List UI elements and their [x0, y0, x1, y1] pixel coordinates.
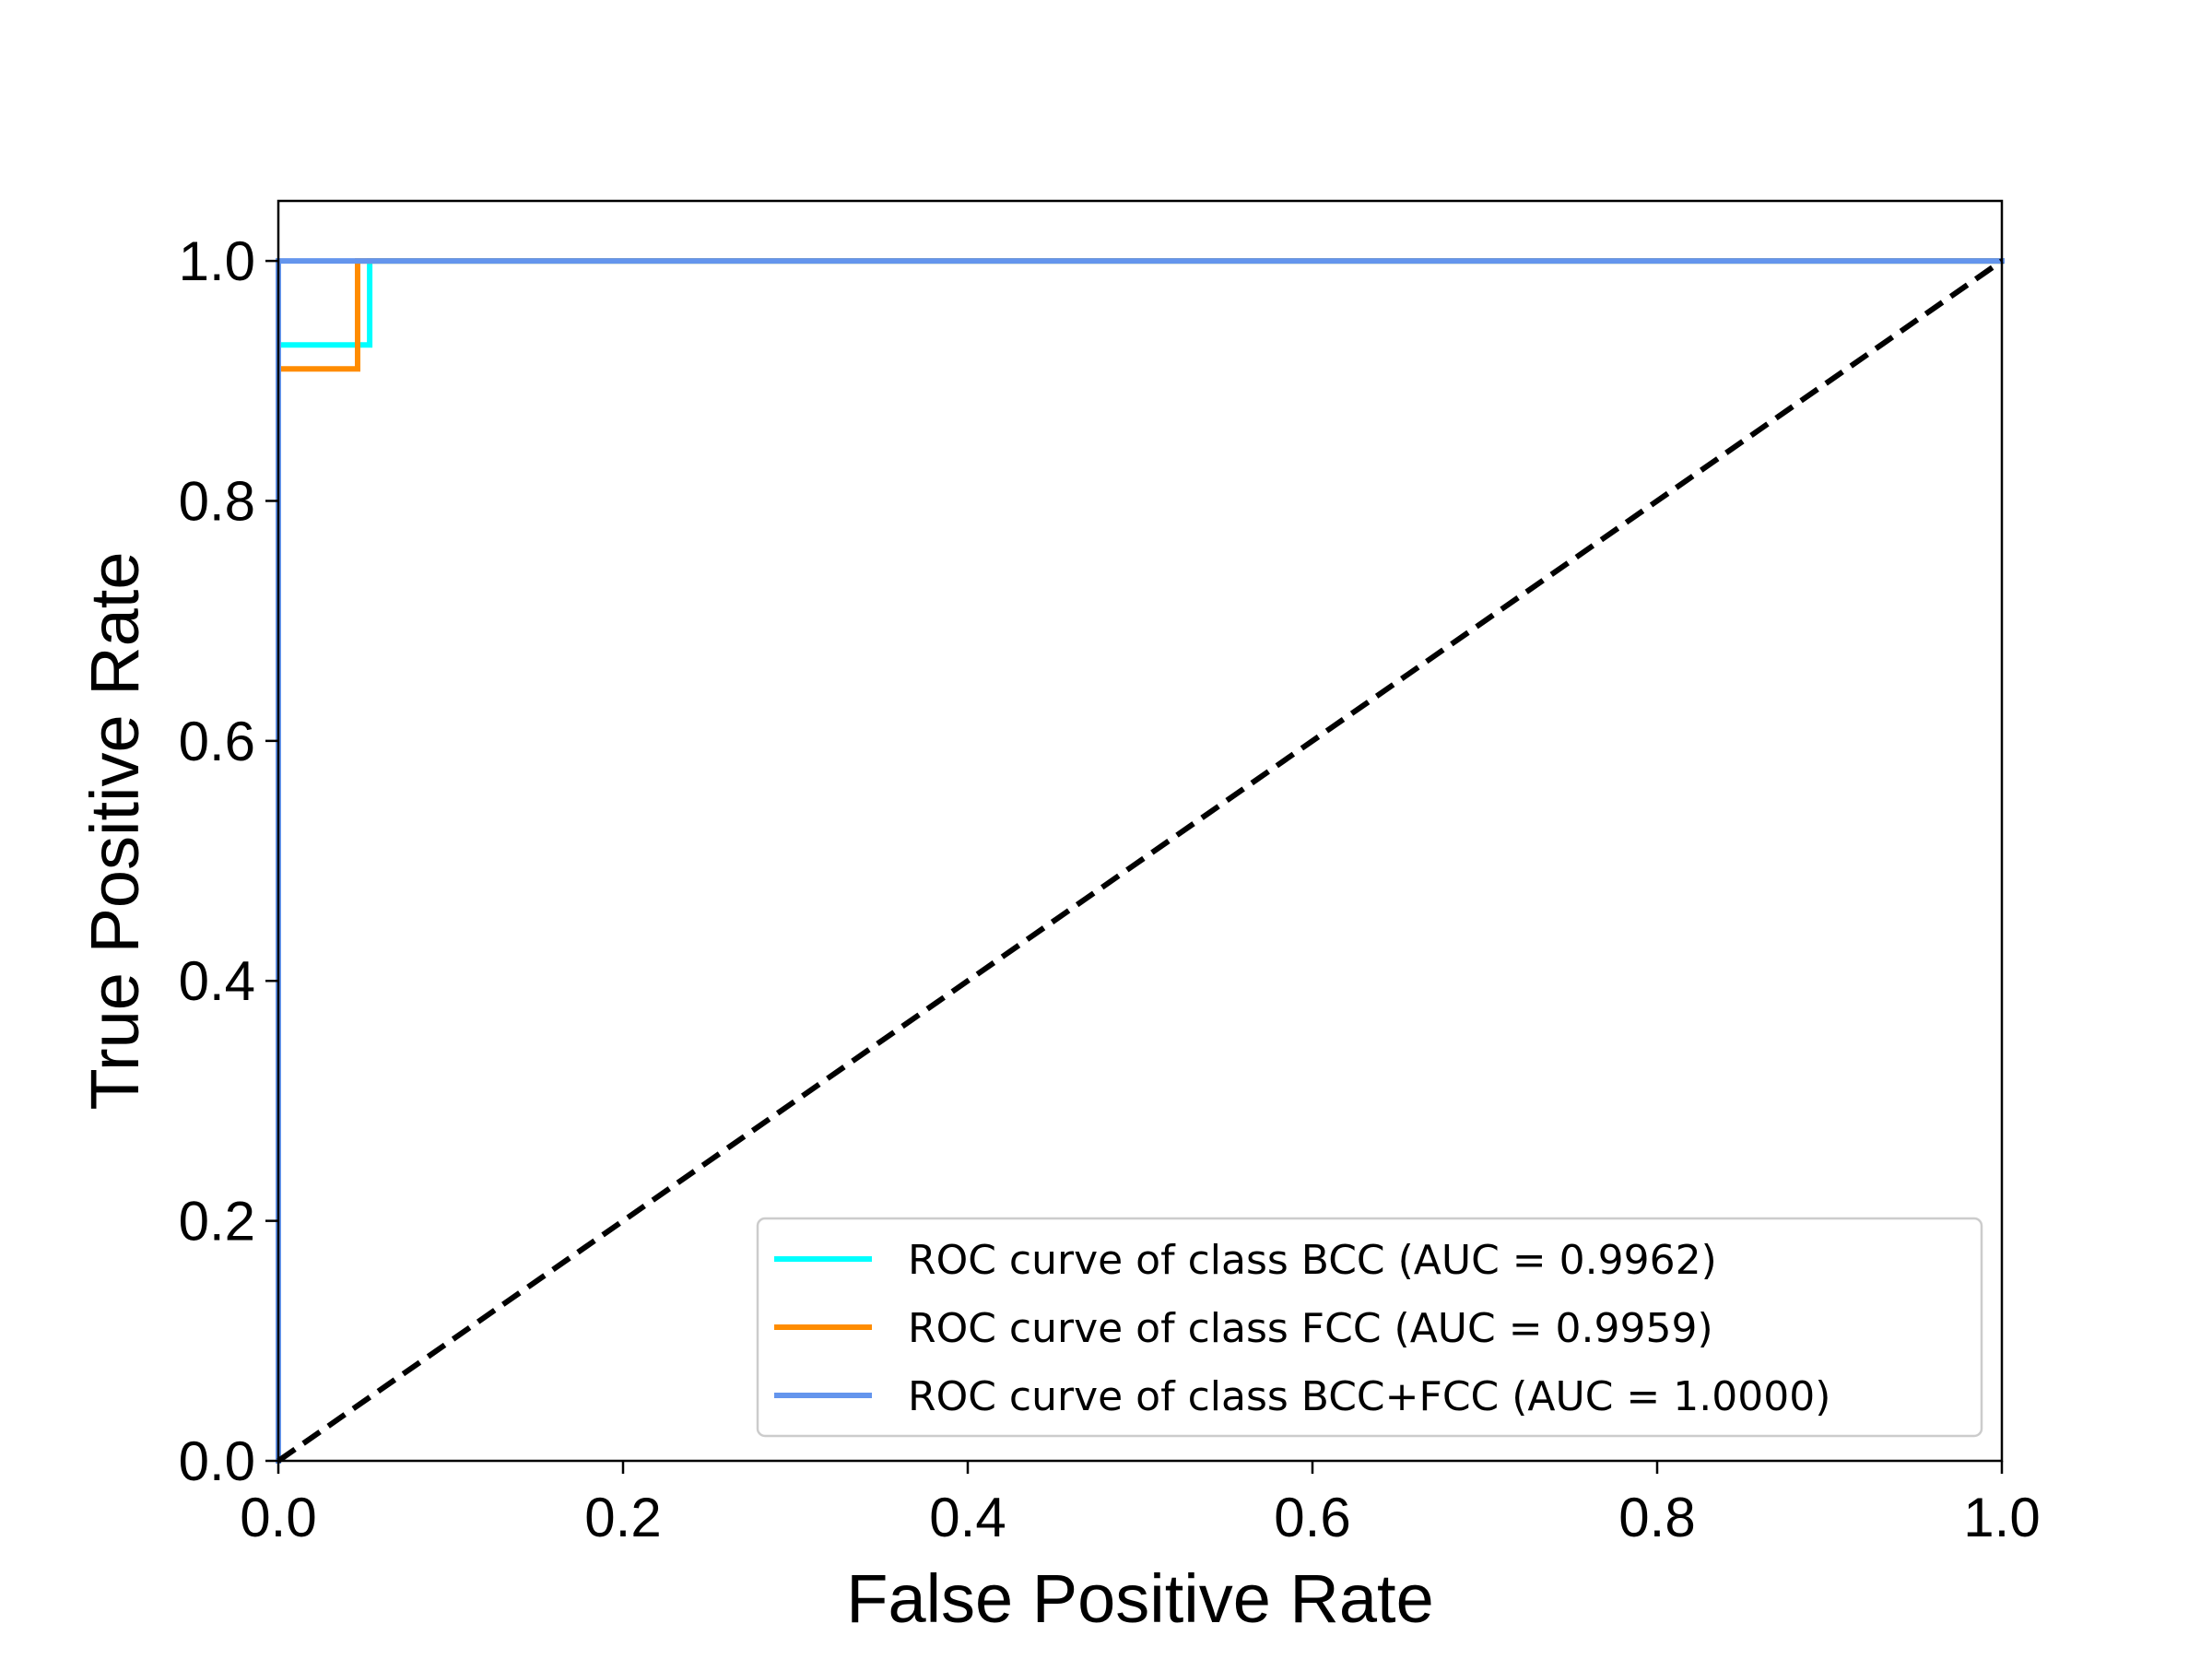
- x-tick-label: 0.4: [929, 1487, 1006, 1548]
- y-tick-label: 0.2: [179, 1191, 255, 1253]
- x-axis-label: False Positive Rate: [846, 1560, 1434, 1637]
- legend-entry-label: ROC curve of class FCC (AUC = 0.9959): [908, 1305, 1713, 1352]
- y-tick-label: 0.4: [179, 950, 255, 1012]
- x-tick-label: 0.0: [240, 1487, 316, 1548]
- x-tick-label: 0.2: [584, 1487, 661, 1548]
- y-tick-label: 0.0: [179, 1430, 255, 1492]
- plot-frame: [276, 199, 2004, 1463]
- legend-entry-label: ROC curve of class BCC+FCC (AUC = 1.0000…: [908, 1373, 1830, 1420]
- axis-ticks: 0.0 0.2 0.4 0.6 0.8 1.0 0.0 0.2 0.4 0.6 0.8 1.0: [179, 230, 2041, 1548]
- legend-box: [756, 1217, 1983, 1438]
- x-tick-label: 0.6: [1274, 1487, 1350, 1548]
- y-tick-label: 1.0: [179, 230, 255, 292]
- legend: ROC curve of class BCC (AUC = 0.9962) ROC…: [756, 1217, 1983, 1438]
- y-tick-label: 0.8: [179, 470, 255, 532]
- y-axis-label: True Positive Rate: [76, 552, 153, 1111]
- y-tick-label: 0.6: [179, 711, 255, 772]
- legend-entry-label: ROC curve of class BCC (AUC = 0.9962): [908, 1237, 1717, 1284]
- reference-diagonal-line: [276, 258, 2004, 1464]
- x-tick-label: 1.0: [1963, 1487, 2040, 1548]
- x-tick-label: 0.8: [1618, 1487, 1695, 1548]
